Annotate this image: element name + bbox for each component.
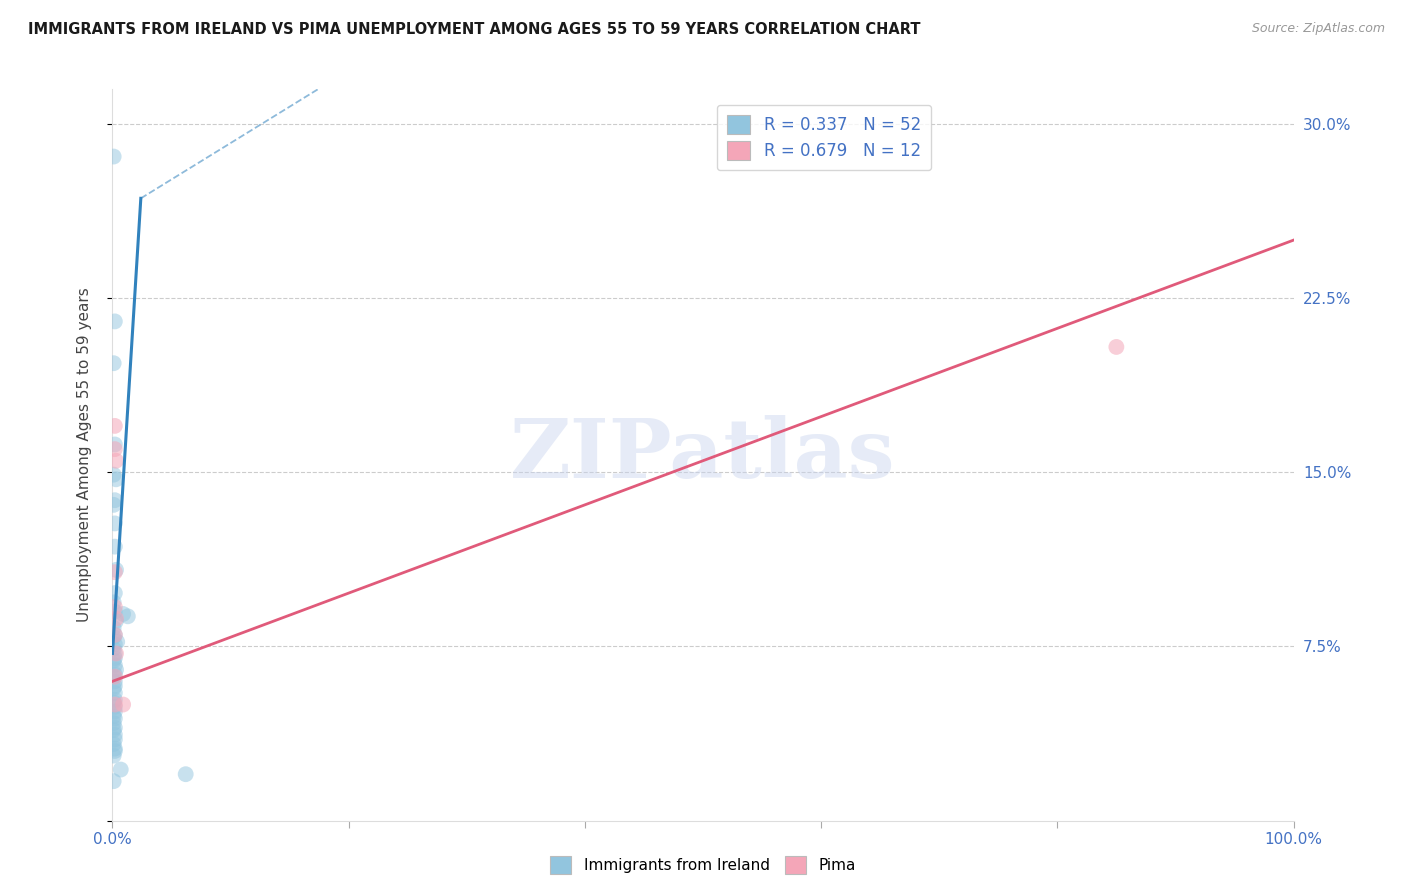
Point xyxy=(104,705,127,719)
Point xyxy=(105,454,128,468)
Point xyxy=(103,723,125,737)
Point xyxy=(112,607,135,621)
Point xyxy=(104,493,127,508)
Point xyxy=(104,744,127,758)
Point xyxy=(103,467,125,482)
Point xyxy=(1105,340,1128,354)
Point xyxy=(104,647,127,661)
Y-axis label: Unemployment Among Ages 55 to 59 years: Unemployment Among Ages 55 to 59 years xyxy=(77,287,91,623)
Point xyxy=(104,516,127,531)
Text: Source: ZipAtlas.com: Source: ZipAtlas.com xyxy=(1251,22,1385,36)
Point xyxy=(105,647,128,661)
Point xyxy=(104,686,127,700)
Point xyxy=(104,437,127,451)
Point xyxy=(104,540,127,554)
Point xyxy=(103,630,125,644)
Point xyxy=(104,600,127,615)
Point xyxy=(103,716,125,731)
Point xyxy=(104,711,127,725)
Text: IMMIGRANTS FROM IRELAND VS PIMA UNEMPLOYMENT AMONG AGES 55 TO 59 YEARS CORRELATI: IMMIGRANTS FROM IRELAND VS PIMA UNEMPLOY… xyxy=(28,22,921,37)
Point xyxy=(104,637,127,651)
Point xyxy=(104,670,127,684)
Point xyxy=(103,748,125,763)
Legend: Immigrants from Ireland, Pima: Immigrants from Ireland, Pima xyxy=(544,850,862,880)
Point xyxy=(104,698,127,712)
Point xyxy=(104,679,127,693)
Point xyxy=(103,498,125,512)
Point xyxy=(103,356,125,370)
Point xyxy=(103,737,125,751)
Point xyxy=(103,670,125,684)
Point xyxy=(105,614,128,628)
Point xyxy=(105,563,128,577)
Point xyxy=(104,667,127,681)
Legend: R = 0.337   N = 52, R = 0.679   N = 12: R = 0.337 N = 52, R = 0.679 N = 12 xyxy=(717,105,931,170)
Point xyxy=(104,721,127,735)
Point xyxy=(105,663,128,677)
Point xyxy=(104,314,127,328)
Point xyxy=(104,699,127,714)
Point xyxy=(103,681,125,696)
Point xyxy=(104,418,127,433)
Point xyxy=(104,628,127,642)
Point xyxy=(103,774,125,789)
Point xyxy=(104,628,127,642)
Point xyxy=(104,605,127,619)
Point xyxy=(112,698,135,712)
Point xyxy=(105,635,128,649)
Point xyxy=(104,651,127,665)
Point xyxy=(103,653,125,667)
Text: ZIPatlas: ZIPatlas xyxy=(510,415,896,495)
Point xyxy=(105,472,128,486)
Point xyxy=(103,695,125,709)
Point xyxy=(105,612,128,626)
Point xyxy=(104,732,127,747)
Point xyxy=(103,709,125,723)
Point xyxy=(104,658,127,673)
Point xyxy=(103,149,125,163)
Point xyxy=(104,586,127,600)
Point xyxy=(103,641,125,656)
Point xyxy=(104,741,127,756)
Point xyxy=(103,621,125,635)
Point xyxy=(110,763,132,777)
Point xyxy=(103,595,125,609)
Point xyxy=(104,728,127,742)
Point xyxy=(104,693,127,707)
Point xyxy=(104,565,127,579)
Point xyxy=(104,442,127,456)
Point xyxy=(117,609,139,624)
Point xyxy=(174,767,197,781)
Point xyxy=(104,674,127,689)
